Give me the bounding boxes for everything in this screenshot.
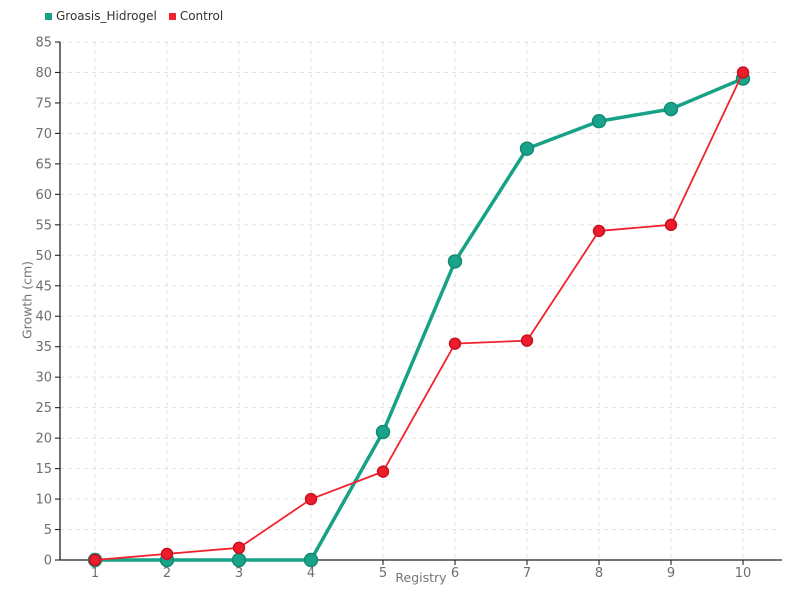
- svg-text:25: 25: [35, 401, 52, 416]
- groasis-hidrogel-point[interactable]: [519, 141, 535, 156]
- axes: [59, 42, 782, 561]
- control-point[interactable]: [448, 337, 462, 350]
- legend-item-control[interactable]: Control: [168, 9, 224, 23]
- control-point[interactable]: [664, 218, 678, 232]
- svg-text:0: 0: [44, 554, 52, 569]
- svg-text:75: 75: [35, 96, 52, 111]
- groasis-hidrogel-line: [95, 76, 744, 562]
- svg-text:5: 5: [379, 566, 387, 581]
- groasis-hidrogel-point[interactable]: [663, 101, 679, 117]
- svg-text:40: 40: [35, 310, 52, 325]
- gridlines: [60, 41, 780, 560]
- svg-text:80: 80: [35, 66, 52, 81]
- svg-text:35: 35: [35, 340, 52, 355]
- svg-text:55: 55: [35, 218, 52, 233]
- x-axis-title: Registry: [395, 570, 447, 585]
- control-point[interactable]: [376, 465, 390, 478]
- groasis-hidrogel-point[interactable]: [447, 254, 463, 269]
- control-point[interactable]: [160, 547, 174, 561]
- legend-label-groasis: Groasis_Hidrogel: [56, 9, 157, 23]
- control-point[interactable]: [232, 541, 246, 555]
- groasis-hidrogel-point[interactable]: [375, 424, 391, 440]
- svg-text:20: 20: [35, 432, 52, 447]
- svg-text:30: 30: [35, 371, 52, 386]
- svg-text:85: 85: [35, 36, 52, 51]
- svg-text:10: 10: [735, 566, 752, 581]
- series-groasis-hidrogel: [87, 71, 751, 568]
- svg-text:50: 50: [35, 249, 52, 264]
- svg-text:15: 15: [35, 462, 52, 477]
- control-point[interactable]: [736, 66, 750, 79]
- legend: Groasis_Hidrogel Control: [45, 9, 223, 23]
- svg-text:9: 9: [667, 566, 675, 581]
- svg-text:8: 8: [595, 566, 603, 581]
- groasis-legend-swatch-icon: [45, 12, 52, 20]
- control-point[interactable]: [304, 492, 318, 506]
- y-axis-ticks: 0 5 10 15 20 25 30 35 40 45 50 55 60 65 70 75 80 85: [35, 36, 60, 569]
- control-point[interactable]: [592, 224, 606, 238]
- svg-text:2: 2: [163, 566, 171, 581]
- svg-text:7: 7: [523, 566, 531, 581]
- control-legend-swatch-icon: [168, 12, 176, 20]
- svg-text:65: 65: [35, 157, 52, 172]
- control-line: [94, 72, 744, 561]
- svg-text:5: 5: [44, 523, 52, 538]
- svg-text:60: 60: [35, 188, 52, 203]
- groasis-hidrogel-point[interactable]: [591, 114, 607, 129]
- svg-text:6: 6: [451, 566, 459, 581]
- svg-text:10: 10: [35, 493, 52, 508]
- x-axis-ticks: 1 2 3 4 5 6 7 8 9 10: [91, 560, 751, 581]
- svg-text:70: 70: [35, 127, 52, 142]
- control-point[interactable]: [88, 553, 102, 567]
- groasis-hidrogel-point[interactable]: [303, 552, 319, 568]
- control-point[interactable]: [520, 334, 534, 347]
- svg-text:45: 45: [35, 279, 52, 294]
- groasis-hidrogel-point[interactable]: [231, 552, 247, 568]
- y-axis-title: Growth (cm): [19, 260, 35, 340]
- svg-text:4: 4: [307, 566, 315, 581]
- svg-text:1: 1: [91, 566, 99, 581]
- series-control: [88, 66, 750, 567]
- legend-item-groasis-hidrogel[interactable]: Groasis_Hidrogel: [45, 9, 157, 23]
- svg-text:3: 3: [235, 566, 243, 581]
- legend-label-control: Control: [179, 9, 224, 23]
